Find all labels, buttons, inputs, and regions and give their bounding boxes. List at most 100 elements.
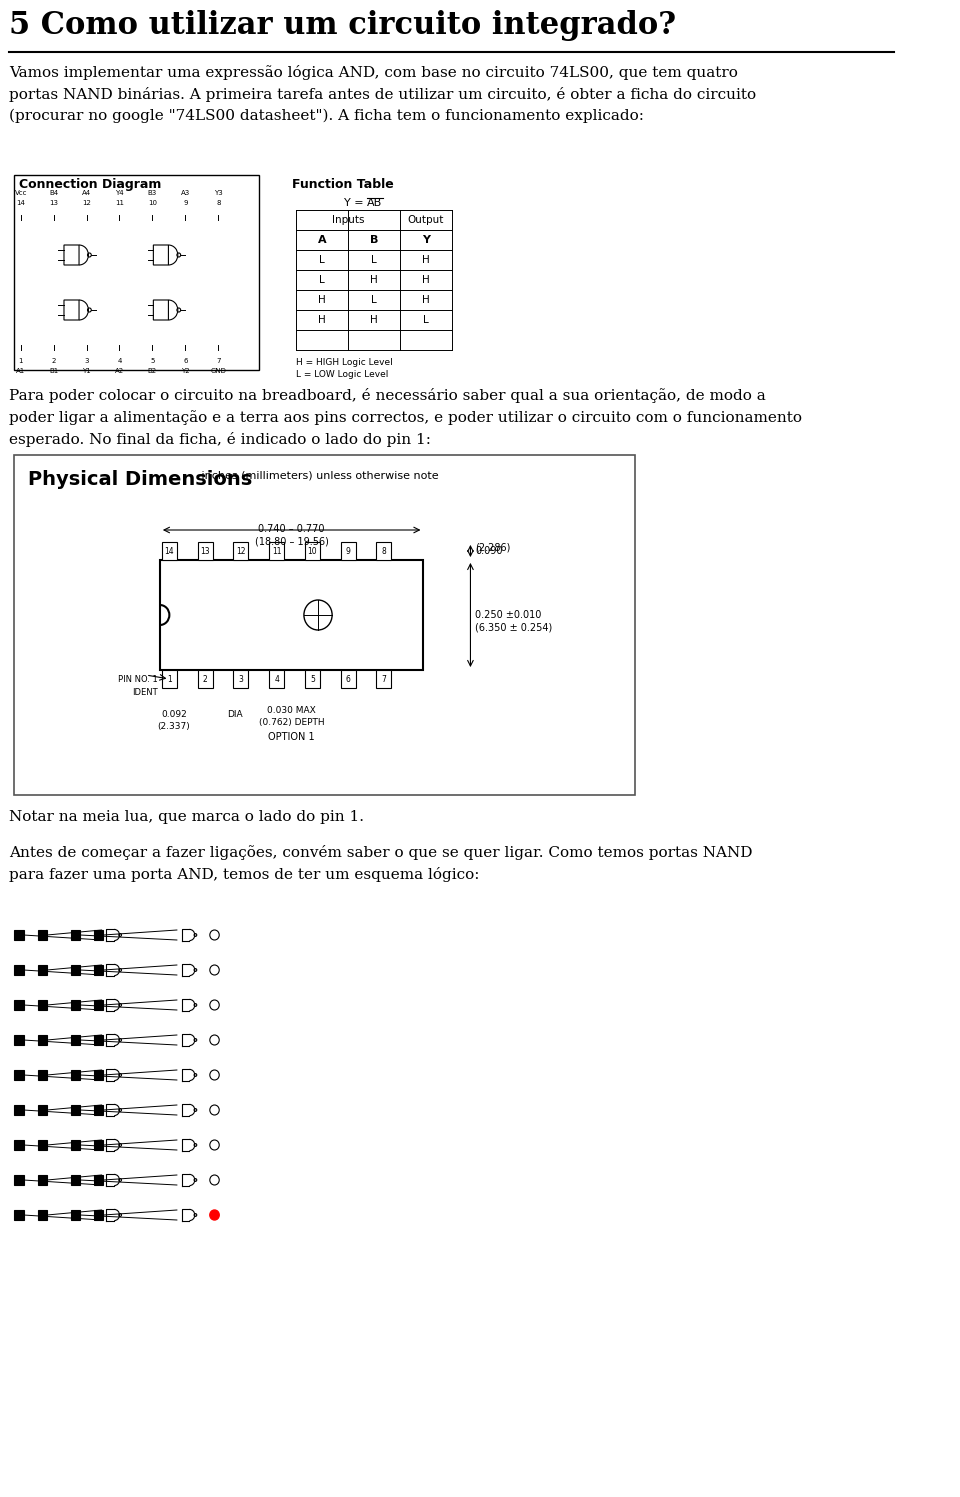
FancyBboxPatch shape [154, 246, 168, 265]
Text: L: L [372, 254, 377, 265]
Text: Y3: Y3 [214, 190, 223, 196]
Text: 7: 7 [216, 358, 221, 364]
Bar [14, 930, 24, 940]
Text: Antes de começar a fazer ligações, convém saber o que se quer ligar. Como temos : Antes de começar a fazer ligações, convé… [10, 844, 753, 882]
Text: Vamos implementar uma expressão lógica AND, com base no circuito 74LS00, que tem: Vamos implementar uma expressão lógica A… [10, 64, 756, 123]
FancyBboxPatch shape [64, 299, 79, 320]
Text: A2: A2 [115, 368, 124, 374]
Text: A3: A3 [180, 190, 190, 196]
Bar [71, 1175, 80, 1186]
Text: AB: AB [367, 198, 382, 208]
Text: 14: 14 [16, 201, 25, 207]
Text: 13: 13 [49, 201, 59, 207]
FancyBboxPatch shape [64, 246, 79, 265]
Text: OPTION 1: OPTION 1 [269, 732, 315, 743]
Text: 6: 6 [183, 358, 187, 364]
Bar [14, 1210, 24, 1220]
Text: 13: 13 [201, 546, 210, 555]
Bar [14, 1034, 24, 1045]
Text: 4: 4 [117, 358, 122, 364]
Text: Y: Y [421, 235, 430, 246]
Bar [198, 671, 213, 689]
Text: PIN NO. 1: PIN NO. 1 [118, 675, 157, 684]
Bar [14, 1105, 24, 1115]
Text: (2.286): (2.286) [475, 542, 511, 552]
Bar [14, 455, 636, 795]
Text: 0.090: 0.090 [475, 546, 503, 555]
Text: Y4: Y4 [115, 190, 124, 196]
Text: L: L [320, 275, 325, 284]
Bar [14, 1070, 24, 1079]
Bar [341, 671, 355, 689]
Text: 5: 5 [310, 675, 315, 684]
Text: 11: 11 [115, 201, 124, 207]
Text: 8: 8 [381, 546, 386, 555]
Text: L = LOW Logic Level: L = LOW Logic Level [297, 370, 389, 379]
Text: B: B [370, 235, 378, 246]
Text: 0.250 ±0.010: 0.250 ±0.010 [475, 609, 541, 620]
Text: GND: GND [210, 368, 227, 374]
Bar [14, 1175, 24, 1186]
Bar [269, 671, 284, 689]
Text: 0.092: 0.092 [161, 710, 187, 719]
Text: 2: 2 [203, 675, 207, 684]
Text: Inputs: Inputs [332, 216, 365, 225]
Text: 14: 14 [164, 546, 174, 555]
Bar [71, 1141, 80, 1150]
Bar [71, 1000, 80, 1010]
Bar [37, 930, 47, 940]
Bar [305, 542, 320, 560]
Bar [94, 1034, 104, 1045]
Bar [37, 1141, 47, 1150]
Text: 10: 10 [307, 546, 317, 555]
Text: B4: B4 [49, 190, 59, 196]
Bar [198, 542, 213, 560]
Bar [94, 1070, 104, 1079]
Bar [37, 1070, 47, 1079]
Bar [71, 1210, 80, 1220]
Text: 11: 11 [272, 546, 281, 555]
Text: H: H [421, 275, 430, 284]
Text: 0.740 – 0.770: 0.740 – 0.770 [258, 524, 324, 534]
Circle shape [210, 1210, 219, 1220]
Text: H: H [319, 314, 326, 325]
Text: H: H [421, 254, 430, 265]
Bar [162, 671, 177, 689]
Text: (0.762) DEPTH: (0.762) DEPTH [259, 719, 324, 728]
Text: 2: 2 [52, 358, 56, 364]
Bar [94, 1000, 104, 1010]
Bar [71, 1070, 80, 1079]
Bar [160, 560, 423, 671]
Text: 8: 8 [216, 201, 221, 207]
Bar [37, 966, 47, 975]
Text: Output: Output [408, 216, 444, 225]
Text: A: A [318, 235, 326, 246]
Text: 3: 3 [238, 675, 243, 684]
Bar [71, 1105, 80, 1115]
Text: A1: A1 [16, 368, 25, 374]
Text: H: H [319, 295, 326, 305]
Bar [305, 671, 320, 689]
Text: 10: 10 [148, 201, 156, 207]
Bar [94, 930, 104, 940]
Bar [94, 1175, 104, 1186]
Text: (2.337): (2.337) [157, 722, 190, 731]
Bar [14, 175, 259, 370]
Text: 12: 12 [83, 201, 91, 207]
Text: Y2: Y2 [181, 368, 190, 374]
Text: 1: 1 [18, 358, 23, 364]
Text: Function Table: Function Table [292, 178, 394, 192]
Text: 0.030 MAX: 0.030 MAX [267, 707, 316, 716]
Text: DIA: DIA [228, 710, 243, 719]
Text: (6.350 ± 0.254): (6.350 ± 0.254) [475, 621, 552, 632]
Text: Physical Dimensions: Physical Dimensions [28, 470, 252, 490]
Text: 3: 3 [84, 358, 89, 364]
Text: Y =: Y = [344, 198, 367, 208]
Text: IDENT: IDENT [132, 689, 157, 698]
Bar [14, 1141, 24, 1150]
Bar [233, 542, 249, 560]
Text: 9: 9 [183, 201, 187, 207]
Bar [376, 542, 392, 560]
Bar [71, 966, 80, 975]
Bar [94, 966, 104, 975]
